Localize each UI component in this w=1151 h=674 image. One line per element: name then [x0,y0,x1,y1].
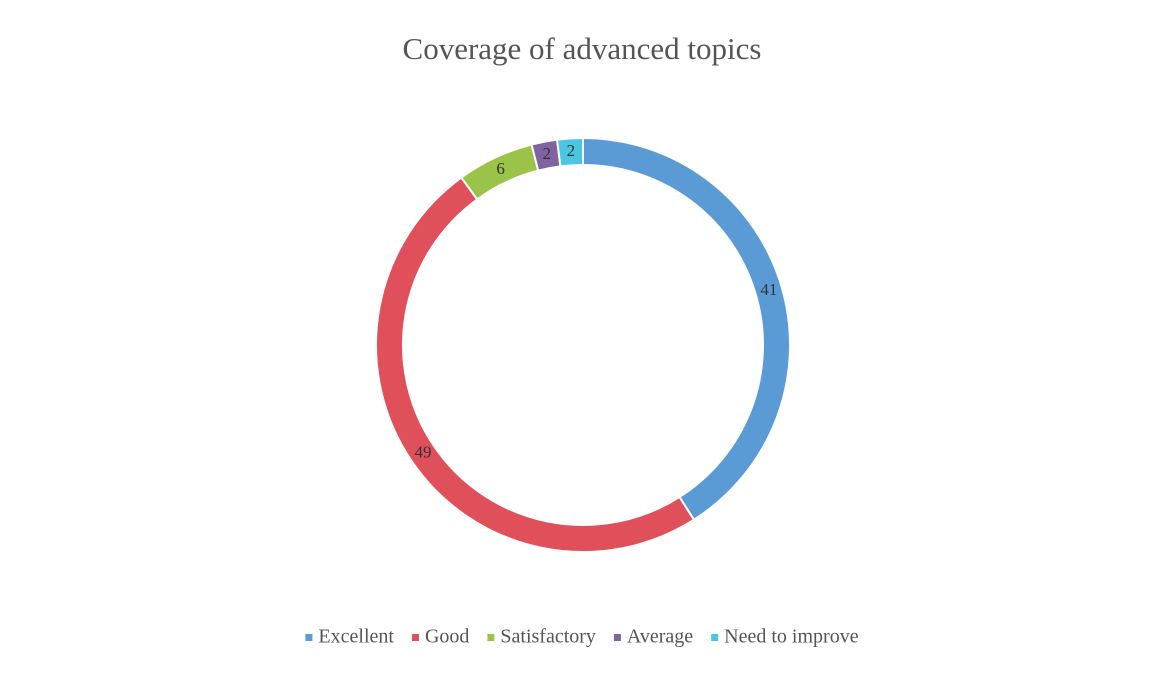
data-label: 2 [567,141,576,160]
chart-title: Coverage of advanced topics [403,31,762,66]
legend-swatch [305,634,313,641]
legend: Excellent Good Satisfactory Average Need to … [305,626,859,648]
legend-label: Need to improve [724,626,859,648]
data-label: 49 [414,443,431,462]
donut-segment [582,136,791,522]
legend-label: Average [627,626,693,648]
data-label: 41 [760,280,777,299]
legend-swatch [711,634,719,641]
donut-segment [555,136,584,168]
legend-label: Excellent [318,626,394,648]
data-label: 6 [496,159,505,178]
legend-swatch [411,634,419,641]
legend-label: Good [425,626,469,648]
data-label: 2 [542,144,551,163]
legend-swatch [487,634,495,641]
legend-swatch [613,634,621,641]
donut-segment [375,176,696,554]
legend-label: Satisfactory [500,626,596,648]
